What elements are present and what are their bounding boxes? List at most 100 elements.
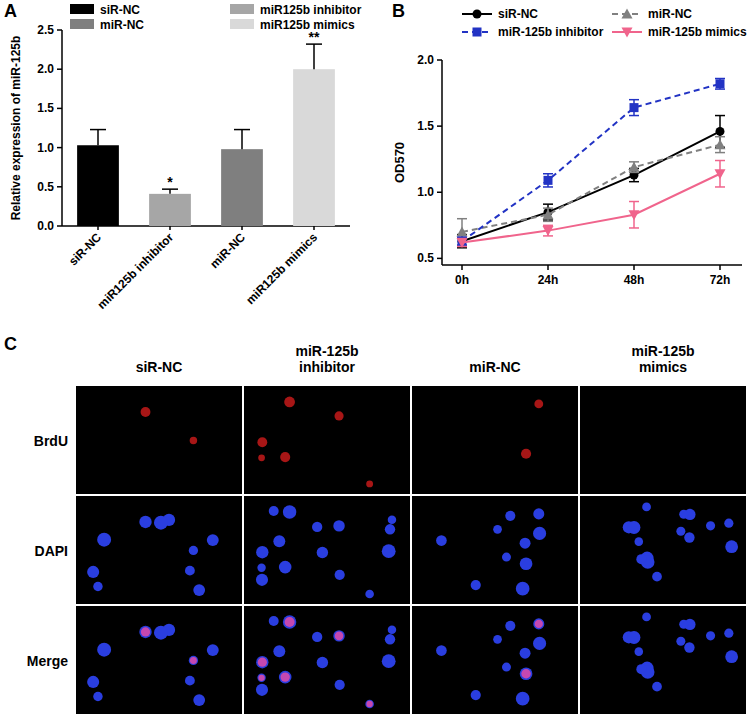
dapi-nucleus — [154, 516, 168, 530]
dapi-nucleus — [388, 625, 396, 633]
panel-letter: C — [4, 334, 17, 354]
dapi-nucleus — [269, 616, 279, 626]
legend-marker — [622, 9, 633, 19]
dapi-nucleus — [676, 527, 685, 536]
error-cap — [715, 115, 725, 117]
error-cap — [629, 99, 639, 101]
micrograph-bg — [412, 386, 578, 494]
dapi-nucleus — [256, 684, 268, 696]
dapi-nucleus — [725, 650, 738, 663]
error-bar — [629, 202, 639, 228]
merge-signal — [285, 617, 295, 627]
dapi-nucleus — [189, 546, 198, 555]
dapi-nucleus — [533, 637, 546, 650]
legend-swatch — [230, 4, 254, 14]
point — [457, 238, 468, 248]
column-label-line: siR-NC — [136, 359, 183, 375]
point — [716, 79, 725, 88]
micrograph-bg — [244, 496, 410, 604]
legend-label: miR-NC — [648, 7, 692, 21]
micrograph — [580, 496, 746, 604]
dapi-nucleus — [533, 618, 544, 629]
brdu-signal — [280, 452, 290, 462]
dapi-nucleus — [257, 674, 265, 682]
legend: siR-NCmiR125b inhibitormiR-NCmiR125b mim… — [70, 3, 362, 32]
y-tick-label: 1.0 — [417, 185, 434, 199]
x-tick — [719, 265, 721, 270]
dapi-nucleus — [520, 557, 533, 570]
merge-signal — [335, 632, 344, 641]
error-cap — [715, 160, 725, 162]
dapi-nucleus — [256, 574, 268, 586]
merge-signal — [366, 701, 372, 707]
dapi-nucleus — [652, 572, 662, 582]
dapi-nucleus — [333, 520, 344, 531]
dapi-nucleus — [520, 538, 531, 549]
dapi-nucleus — [365, 700, 374, 709]
column-label-line: miR-125b — [295, 343, 358, 359]
figure: ARelative expression of miR-125b0.00.51.… — [0, 0, 753, 728]
dapi-nucleus — [335, 680, 345, 690]
micrograph — [76, 496, 242, 604]
micrograph — [412, 606, 578, 714]
error-cap — [543, 225, 553, 227]
dapi-nucleus — [93, 692, 102, 701]
x-tick-label: miR125b mimics — [243, 230, 320, 307]
point — [544, 176, 553, 185]
row-label: DAPI — [35, 543, 68, 559]
legend-marker — [473, 28, 482, 37]
y-tick-label: 2.0 — [417, 53, 434, 67]
panel-c: CsiR-NCmiR-125binhibitormiR-NCmiR-125bmi… — [4, 334, 746, 714]
point — [715, 169, 726, 179]
dapi-nucleus — [257, 564, 265, 572]
error-cap — [629, 115, 639, 117]
brdu-signal — [257, 437, 267, 447]
dapi-nucleus — [185, 566, 195, 576]
dapi-nucleus — [283, 615, 296, 628]
dapi-nucleus — [185, 676, 195, 686]
dapi-nucleus — [382, 654, 396, 668]
micrograph — [412, 386, 578, 494]
dapi-nucleus — [676, 637, 685, 646]
series-line — [462, 145, 720, 232]
error-cap — [715, 88, 725, 90]
y-tick-label: 1.5 — [417, 119, 434, 133]
error-cap — [715, 78, 725, 80]
dapi-nucleus — [312, 522, 322, 532]
error-cap — [715, 136, 725, 138]
merge-signal — [535, 620, 543, 628]
error-stem — [97, 130, 99, 146]
point — [716, 127, 725, 136]
error-bar — [543, 174, 553, 187]
y-tick — [437, 125, 442, 127]
dapi-nucleus — [636, 664, 646, 674]
merge-signal — [258, 658, 267, 667]
dapi-nucleus — [207, 534, 219, 546]
y-axis-label: Relative expression of miR-125b — [9, 36, 23, 221]
brdu-signal — [141, 407, 151, 417]
dapi-nucleus — [269, 506, 279, 516]
brdu-signal — [366, 481, 373, 488]
x-tick — [547, 265, 549, 270]
y-tick-label: 0.5 — [37, 180, 54, 194]
error-stem — [241, 130, 243, 150]
x-tick-label: miR-NC — [207, 230, 248, 271]
series-line — [462, 84, 720, 241]
micrograph-bg — [580, 496, 746, 604]
error-cap — [90, 129, 106, 131]
error-bar — [543, 225, 553, 236]
y-tick — [57, 108, 62, 110]
merge-signal — [258, 675, 264, 681]
dapi-nucleus — [724, 519, 733, 528]
error-bar — [234, 130, 250, 150]
brdu-signal — [258, 454, 265, 461]
error-cap — [629, 181, 639, 183]
merge-signal — [190, 657, 197, 664]
y-tick — [437, 192, 442, 194]
error-stem — [313, 44, 315, 69]
dapi-nucleus — [684, 532, 694, 542]
dapi-nucleus — [520, 648, 531, 659]
legend-label: miR-125b inhibitor — [498, 25, 604, 39]
panel-a: ARelative expression of miR-125b0.00.51.… — [4, 1, 362, 312]
row-label: Merge — [27, 653, 68, 669]
